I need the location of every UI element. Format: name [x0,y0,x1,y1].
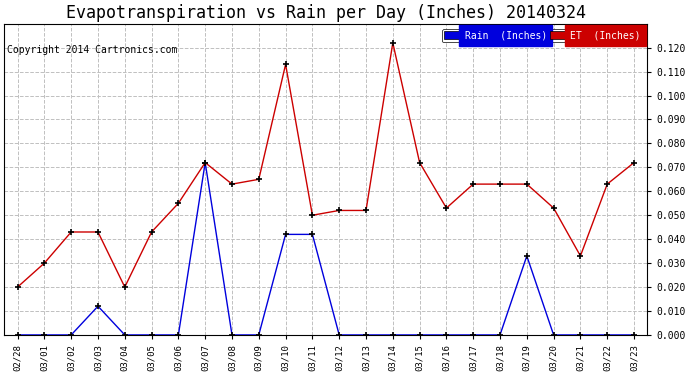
Text: Copyright 2014 Cartronics.com: Copyright 2014 Cartronics.com [7,45,177,55]
Title: Evapotranspiration vs Rain per Day (Inches) 20140324: Evapotranspiration vs Rain per Day (Inch… [66,4,586,22]
Legend: Rain  (Inches), ET  (Inches): Rain (Inches), ET (Inches) [442,28,642,42]
